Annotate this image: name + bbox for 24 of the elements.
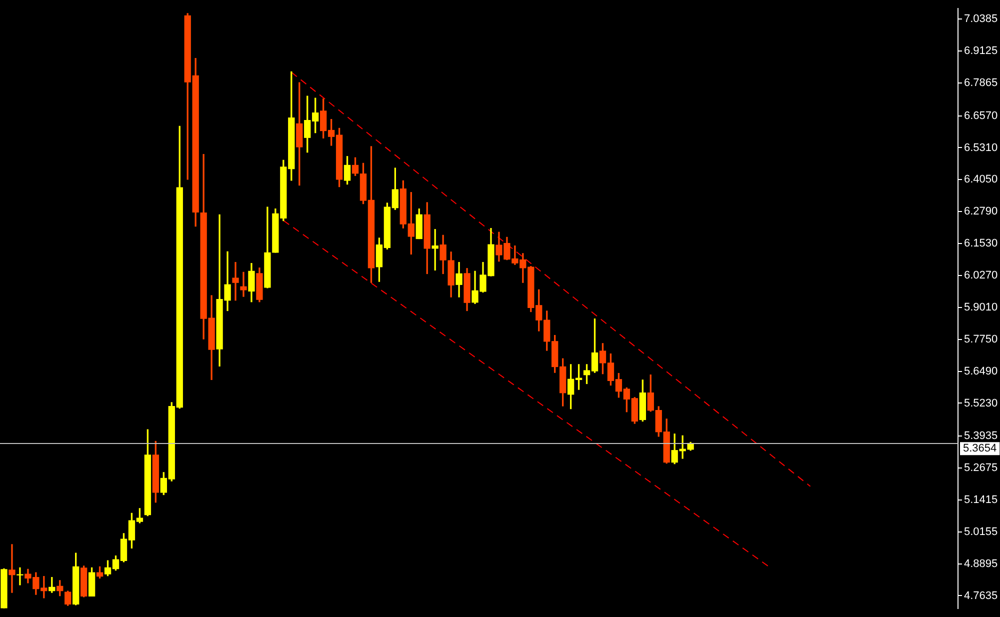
ref-line-label: 5.3654 [963,442,997,455]
y-tick-label: 7.0385 [964,13,998,26]
y-tick-label: 6.0270 [964,270,998,282]
y-tick-label: 6.2790 [964,206,998,218]
candlestick [240,272,247,297]
y-tick-label: 5.0155 [964,526,998,538]
y-tick-label: 5.6490 [964,365,998,378]
y-tick-label: 6.1530 [964,238,998,250]
y-tick-label: 5.7750 [964,333,998,346]
candlestick [232,262,239,301]
y-tick-label: 6.9125 [964,45,998,58]
y-tick-label: 6.5310 [964,142,998,154]
y-tick-label: 5.1415 [964,494,998,506]
y-tick-label: 5.3935 [964,430,998,442]
y-tick-label: 6.6570 [964,110,998,122]
y-tick-label: 4.8895 [964,558,998,570]
candlestick [8,544,16,593]
y-tick-label: 4.7635 [964,590,998,602]
y-tick-label: 5.9010 [964,301,998,314]
candlestick [16,567,24,586]
y-tick-label: 6.7865 [964,77,998,90]
y-tick-label: 5.2675 [964,462,998,474]
y-tick-label: 6.4050 [964,174,998,186]
y-tick-label: 5.5230 [964,397,998,410]
